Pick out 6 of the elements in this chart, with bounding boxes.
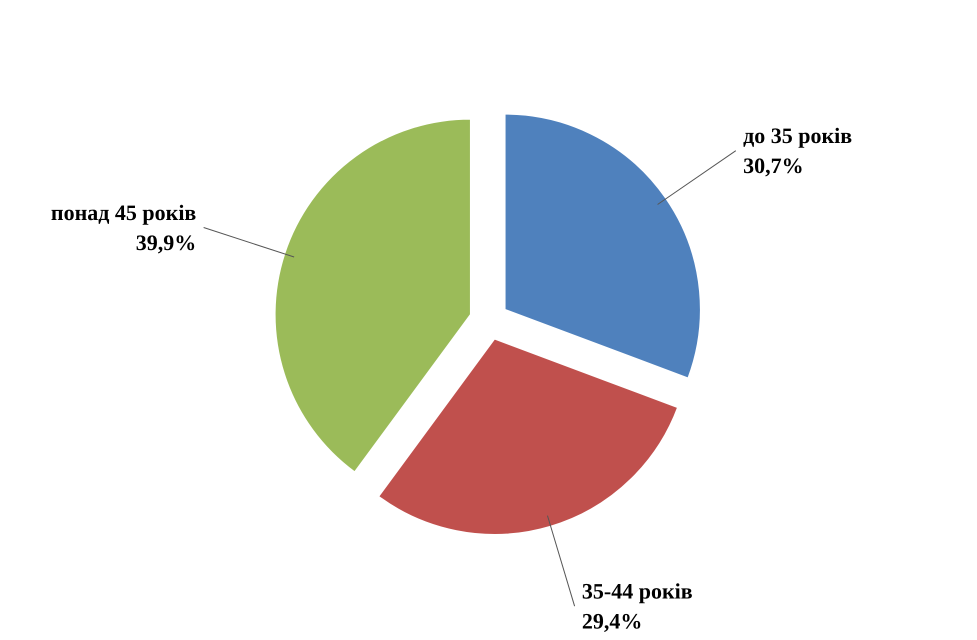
data-label: 39,9% (136, 230, 196, 256)
slice-label: до 35 років (743, 123, 852, 148)
slice-label: 35-44 років (582, 578, 693, 604)
slice-label: понад 45 років (50, 200, 196, 226)
data-label: 29,4% (582, 608, 642, 634)
data-label: 30,7% (743, 153, 804, 178)
